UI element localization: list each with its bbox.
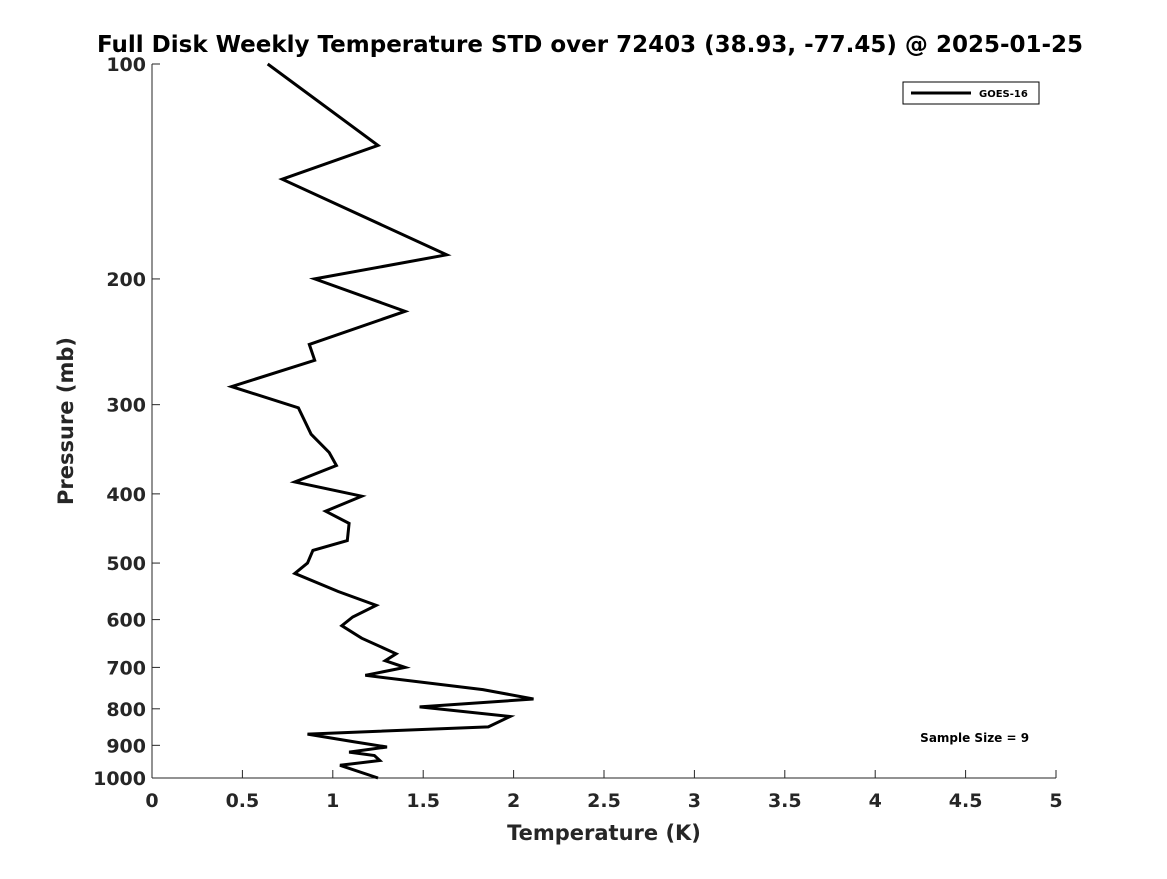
x-axis-label: Temperature (K) [507,821,701,845]
x-tick-label: 0.5 [226,790,260,812]
chart-title: Full Disk Weekly Temperature STD over 72… [97,32,1083,58]
x-tick-label: 0 [145,790,158,812]
x-tick-label: 3.5 [768,790,802,812]
plot-area [151,64,1056,779]
y-tick-label: 500 [106,553,146,575]
y-tick-label: 300 [106,395,146,417]
x-tick-label: 4 [869,790,882,812]
legend: GOES-16 [902,81,1040,105]
y-tick-label: 700 [106,657,146,679]
x-tick-label: 4.5 [949,790,983,812]
series-line-goes-16 [226,62,534,780]
x-tick-label: 2 [507,790,520,812]
y-axis-label: Pressure (mb) [54,337,78,505]
y-tick-label: 900 [106,735,146,757]
x-tick-label: 5 [1049,790,1062,812]
x-tick-label: 1.5 [406,790,440,812]
legend-label-goes-16: GOES-16 [979,89,1028,100]
y-tick-label: 800 [106,699,146,721]
x-tick-label: 1 [326,790,339,812]
sample-size-annotation: Sample Size = 9 [920,731,1029,745]
y-axis: 100 200 300 400 500 600 700 800 900 1000 [93,54,160,790]
y-tick-label: 100 [106,54,146,76]
x-tick-label: 3 [688,790,701,812]
annotation-layer: Sample Size = 9 [920,731,1029,745]
x-axis: 0 0.5 1 1.5 2 2.5 3 3.5 4 4.5 5 [145,770,1063,812]
y-tick-label: 1000 [93,768,146,790]
x-tick-label: 2.5 [587,790,621,812]
series-layer [226,62,534,780]
y-tick-label: 600 [106,610,146,632]
y-tick-label: 400 [106,484,146,506]
y-tick-label: 200 [106,269,146,291]
